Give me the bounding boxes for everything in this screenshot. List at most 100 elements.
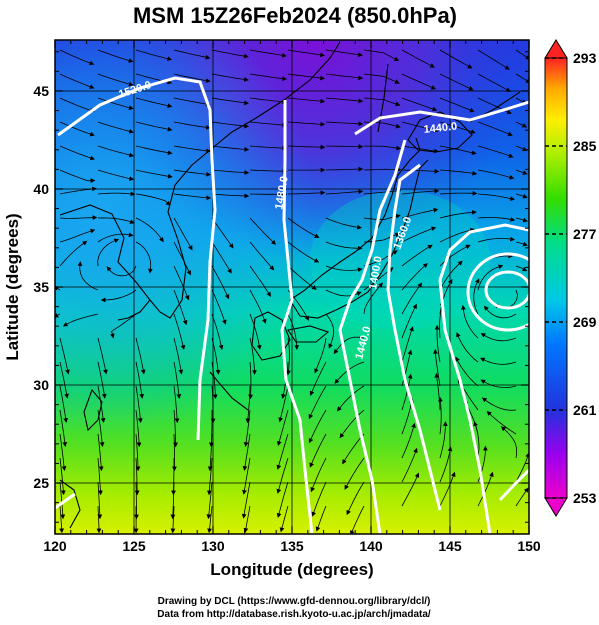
colorbar-tick-label: 293	[573, 50, 597, 66]
streamline	[477, 217, 516, 222]
streamline	[477, 471, 494, 507]
streamline	[135, 361, 145, 399]
streamline	[276, 457, 289, 494]
streamline	[401, 303, 417, 339]
colorbar-ticks: 253 261 269 277 285 293	[545, 50, 597, 506]
streamline	[59, 215, 98, 220]
streamline	[477, 73, 511, 92]
chart-title: MSM 15Z26Feb2024 (850.0hPa)	[133, 3, 457, 28]
streamline	[279, 505, 289, 533]
streamline	[363, 73, 400, 84]
streamline	[243, 505, 251, 533]
streamline	[173, 385, 180, 424]
colorbar-tick-label: 285	[573, 138, 597, 154]
streamline	[439, 145, 477, 156]
streamline	[59, 337, 70, 375]
coastline-sakhalin	[377, 63, 389, 133]
streamline	[77, 261, 99, 291]
streamline	[249, 73, 288, 81]
streamline	[172, 433, 177, 472]
streamline	[173, 361, 182, 399]
streamline	[433, 348, 441, 387]
coastline-honshu-east	[289, 159, 429, 319]
streamline	[97, 481, 103, 520]
streamline	[59, 73, 95, 89]
streamline	[211, 73, 249, 82]
y-tick-label: 35	[33, 279, 49, 295]
streamline	[245, 385, 251, 424]
streamline	[363, 49, 400, 62]
streamline	[135, 385, 143, 424]
streamline	[173, 49, 211, 60]
streamline	[59, 240, 88, 267]
contour-1440-north	[354, 100, 529, 136]
contour-1400	[386, 163, 442, 511]
streamline	[439, 190, 478, 196]
x-tick-label: 130	[201, 538, 225, 554]
streamline	[97, 97, 134, 110]
colorbar-top-triangle	[544, 39, 568, 59]
streamline	[249, 217, 277, 245]
coastline-kyushu	[251, 311, 291, 361]
streamline	[211, 313, 224, 350]
streamline	[135, 409, 142, 448]
geopotential-contours	[55, 76, 529, 534]
streamline	[401, 244, 433, 267]
x-axis-label: Longitude (degrees)	[210, 560, 373, 579]
streamline	[439, 244, 471, 267]
streamline	[135, 337, 146, 375]
streamline	[325, 265, 363, 273]
streamline	[135, 217, 164, 243]
streamline	[515, 121, 528, 128]
streamline	[439, 49, 473, 69]
streamline	[401, 422, 416, 459]
streamline	[515, 217, 528, 223]
streamline	[287, 241, 320, 263]
streamline	[515, 73, 529, 84]
streamline	[401, 49, 435, 68]
streamline	[242, 433, 251, 471]
streamline	[134, 481, 139, 520]
streamline	[287, 49, 325, 58]
streamline	[211, 361, 218, 400]
coastline-korea-asia	[59, 41, 341, 319]
streamline	[314, 337, 327, 374]
streamline	[242, 457, 251, 495]
streamline	[309, 433, 327, 468]
streamline	[173, 217, 193, 251]
streamline	[339, 409, 365, 439]
streamline	[59, 409, 68, 447]
streamline	[439, 169, 478, 176]
coastline-korea-south	[117, 299, 151, 321]
streamline	[401, 207, 439, 219]
contour-low-ring	[466, 252, 529, 332]
streamline	[59, 97, 95, 113]
streamline	[59, 505, 65, 534]
streamline	[439, 446, 453, 483]
x-tick-label: 135	[280, 538, 304, 554]
streamline	[438, 396, 443, 435]
x-tick-label: 145	[438, 538, 462, 554]
y-tick-label: 30	[33, 377, 49, 393]
coastline-shikoku	[287, 325, 330, 343]
streamline	[439, 209, 477, 219]
streamline	[325, 49, 363, 58]
streamline	[515, 452, 529, 483]
streamline	[249, 289, 267, 324]
streamline	[135, 145, 173, 156]
streamline	[249, 168, 288, 174]
streamline	[325, 189, 364, 195]
streamline	[173, 169, 212, 177]
streamline	[276, 433, 289, 470]
streamline	[287, 217, 320, 238]
footer-credit-data: Data from http://database.rish.kyoto-u.a…	[157, 609, 431, 620]
streamline	[401, 262, 428, 291]
streamline	[59, 186, 97, 195]
streamline	[135, 169, 173, 179]
streamline	[173, 313, 186, 351]
streamline	[477, 169, 515, 180]
streamline	[249, 145, 288, 151]
streamline	[170, 481, 176, 520]
streamline	[211, 169, 250, 175]
